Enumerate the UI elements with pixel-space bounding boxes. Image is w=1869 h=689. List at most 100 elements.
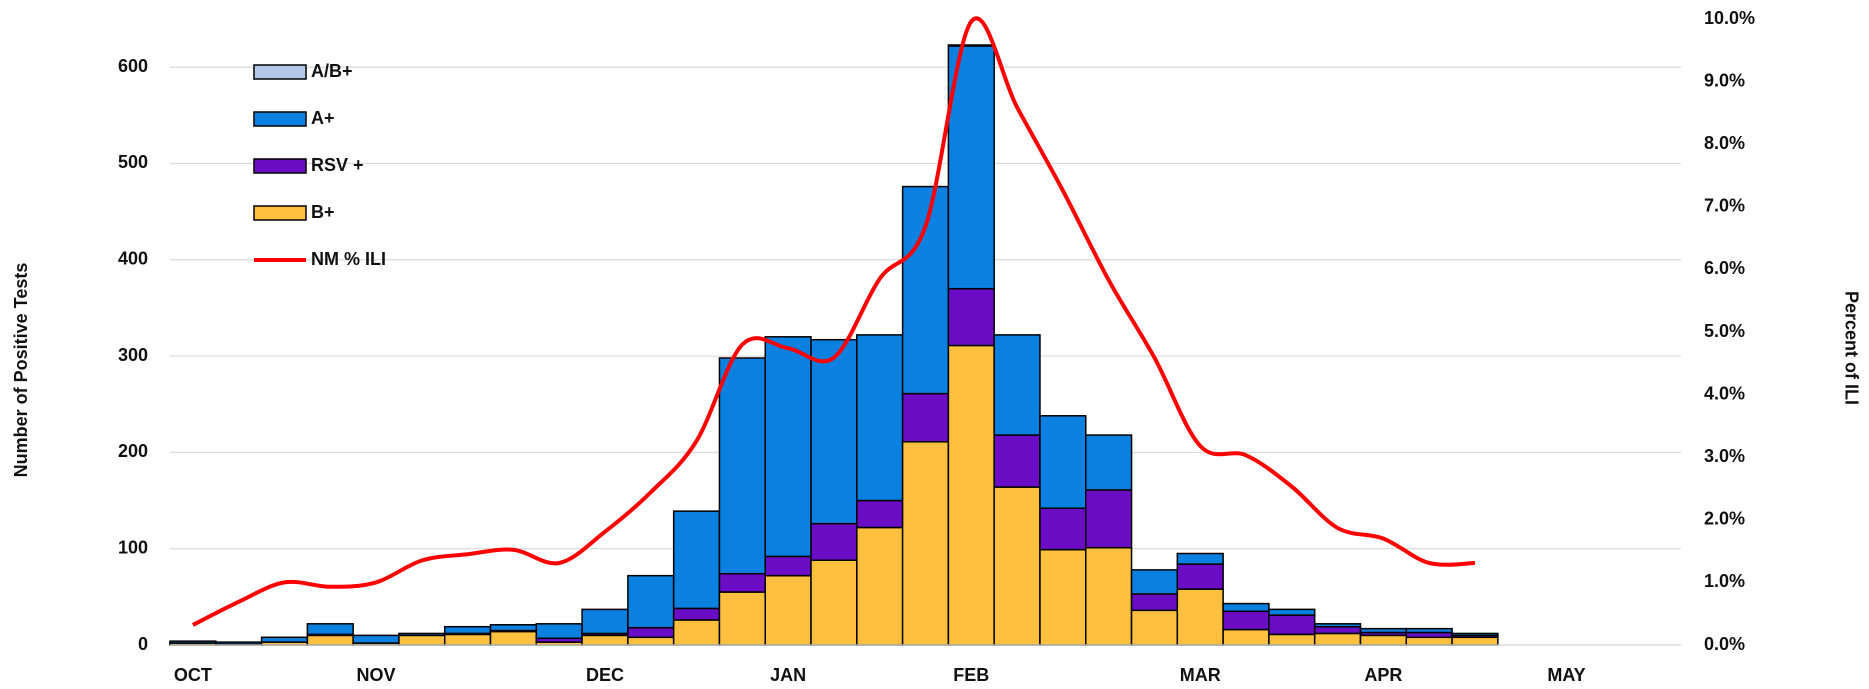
bar-segment: [1085, 489, 1133, 549]
line-series: [191, 16, 1476, 627]
bar-segment: [306, 634, 354, 646]
y2-axis-title: Percent of ILI: [1841, 291, 1861, 405]
bar-segment: [1130, 593, 1179, 612]
bar-segment: [764, 336, 812, 558]
bar-segment: [856, 526, 904, 646]
x-tick-label: JAN: [770, 665, 806, 685]
bar-segment: [947, 44, 995, 47]
bar-segment: [1359, 627, 1408, 634]
bar-segment: [718, 357, 766, 575]
bar-segment: [718, 591, 766, 646]
bar-segment: [1313, 625, 1362, 635]
legend-label: NM % ILI: [311, 249, 386, 269]
bar-segment: [398, 634, 446, 646]
bar-segment: [352, 634, 400, 644]
bar-segment: [398, 632, 446, 637]
bar-segment: [1176, 552, 1224, 565]
bar-segment: [627, 626, 675, 639]
y2-tick-label: 3.0%: [1704, 446, 1745, 466]
legend-label: B+: [311, 202, 335, 222]
y2-tick-label: 0.0%: [1704, 634, 1745, 654]
bar-segment: [443, 633, 492, 646]
y2-tick-label: 5.0%: [1704, 321, 1745, 341]
y-axis-title: Number of Positive Tests: [11, 263, 31, 478]
bar-segment: [627, 636, 675, 646]
y2-tick-label: 6.0%: [1704, 258, 1745, 278]
y-tick-label: 100: [118, 537, 148, 557]
bar-segment: [993, 334, 1041, 436]
bar-segment: [306, 623, 354, 636]
legend-swatch: [253, 158, 307, 174]
bar-segment: [672, 510, 721, 610]
bar-segment: [1405, 627, 1453, 634]
bar-segment: [901, 441, 950, 646]
bar-segment: [215, 641, 263, 645]
x-tick-label: OCT: [174, 665, 212, 685]
bar-segment: [672, 607, 721, 621]
bar-segment: [810, 522, 858, 561]
bar-segment: [901, 392, 950, 443]
y-tick-label: 500: [118, 152, 148, 172]
y2-tick-label: 10.0%: [1704, 8, 1755, 28]
legend-label: RSV +: [311, 155, 364, 175]
x-tick-label: MAR: [1180, 665, 1221, 685]
bar-segment: [535, 623, 583, 640]
bar-segment: [947, 287, 995, 347]
legend-swatch: [253, 205, 307, 221]
legend-swatch: [253, 111, 307, 127]
bar-segment: [489, 624, 538, 632]
bar-segment: [1130, 609, 1179, 646]
y-tick-label: 400: [118, 249, 148, 269]
bar-segment: [1039, 548, 1087, 646]
bar-segment: [581, 634, 629, 646]
bar-segment: [856, 334, 904, 502]
bar-segment: [1451, 636, 1499, 646]
y2-tick-label: 1.0%: [1704, 571, 1745, 591]
bar-segment: [856, 499, 904, 529]
y2-tick-label: 2.0%: [1704, 509, 1745, 529]
bar-segment: [1268, 614, 1316, 636]
y2-tick-label: 7.0%: [1704, 196, 1745, 216]
bar-segment: [1176, 588, 1224, 646]
bar-segment: [1268, 608, 1316, 616]
legend-label: A/B+: [311, 61, 353, 81]
bar-segment: [718, 572, 766, 593]
x-tick-label: DEC: [586, 665, 624, 685]
bar-segment: [764, 555, 812, 577]
bar-segment: [1313, 623, 1362, 628]
bar-segment: [169, 640, 217, 644]
bar-segment: [947, 45, 995, 290]
bar-segment: [810, 559, 858, 646]
bar-segment: [627, 574, 675, 629]
y2-tick-label: 4.0%: [1704, 383, 1745, 403]
bar-segment: [1451, 632, 1499, 637]
x-tick-label: MAY: [1547, 665, 1585, 685]
bar-segment: [947, 344, 995, 646]
x-tick-label: NOV: [357, 665, 396, 685]
y-tick-label: 0: [138, 634, 148, 654]
y-tick-label: 300: [118, 345, 148, 365]
y2-tick-label: 9.0%: [1704, 70, 1745, 90]
bar-segment: [489, 630, 538, 646]
y-tick-label: 600: [118, 56, 148, 76]
y-tick-label: 200: [118, 441, 148, 461]
bar-segment: [1359, 634, 1408, 646]
bar-segment: [1268, 633, 1316, 646]
bar-segment: [1405, 636, 1453, 646]
bar-segment: [993, 486, 1041, 646]
legend-label: A+: [311, 108, 335, 128]
bar-segment: [672, 619, 721, 646]
bar-segment: [1222, 628, 1270, 646]
x-tick-label: APR: [1364, 665, 1402, 685]
y2-tick-label: 8.0%: [1704, 133, 1745, 153]
bar-segment: [1085, 546, 1133, 646]
bar-segment: [581, 608, 629, 635]
bar-segment: [1130, 569, 1179, 595]
bar-segment: [1176, 563, 1224, 590]
bar-segment: [260, 636, 309, 643]
bar-segment: [443, 625, 492, 635]
x-tick-label: FEB: [953, 665, 989, 685]
bar-segment: [1039, 415, 1087, 509]
bar-segment: [1313, 632, 1362, 646]
